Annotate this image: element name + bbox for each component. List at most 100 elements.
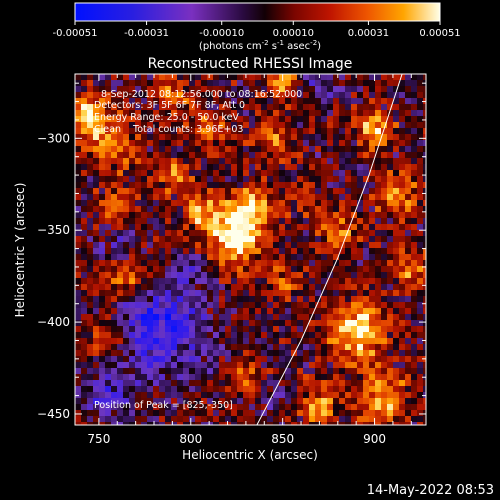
heatmap-cell [363, 110, 370, 117]
heatmap-cell [297, 110, 304, 117]
heatmap-cell [333, 212, 340, 219]
heatmap-cell [249, 86, 256, 93]
heatmap-cell [219, 134, 226, 141]
heatmap-cell [243, 200, 250, 207]
heatmap-cell [411, 248, 418, 255]
heatmap-cell [213, 332, 220, 339]
heatmap-cell [369, 176, 376, 183]
heatmap-cell [375, 368, 382, 375]
heatmap-cell [123, 386, 130, 393]
heatmap-cell [129, 200, 136, 207]
heatmap-cell [333, 296, 340, 303]
heatmap-cell [393, 272, 400, 279]
heatmap-cell [93, 140, 100, 147]
heatmap-cell [207, 224, 214, 231]
heatmap-cell [93, 308, 100, 315]
heatmap-cell [315, 302, 322, 309]
heatmap-cell [129, 416, 136, 423]
heatmap-cell [93, 362, 100, 369]
time-range-label: 8-Sep-2012 08:12:56.000 to 08:16:52.000 [101, 89, 302, 100]
heatmap-cell [243, 152, 250, 159]
heatmap-cell [75, 254, 82, 261]
heatmap-cell [201, 86, 208, 93]
heatmap-cell [309, 254, 316, 261]
heatmap-cell [321, 260, 328, 267]
heatmap-cell [111, 164, 118, 171]
heatmap-cell [261, 254, 268, 261]
heatmap-cell [357, 374, 364, 381]
heatmap-cell [387, 182, 394, 189]
heatmap-cell [201, 134, 208, 141]
heatmap-cell [273, 92, 280, 99]
heatmap-cell [261, 188, 268, 195]
heatmap-cell [315, 86, 322, 93]
heatmap-cell [141, 158, 148, 165]
heatmap-cell [207, 266, 214, 273]
heatmap-cell [213, 116, 220, 123]
heatmap-cell [93, 206, 100, 213]
heatmap-cell [255, 152, 262, 159]
heatmap-cell [213, 272, 220, 279]
heatmap-cell [237, 278, 244, 285]
heatmap-cell [315, 164, 322, 171]
heatmap-cell [249, 254, 256, 261]
heatmap-cell [273, 302, 280, 309]
heatmap-cell [117, 272, 124, 279]
heatmap-cell [399, 338, 406, 345]
heatmap-cell [351, 140, 358, 147]
heatmap-cell [105, 332, 112, 339]
heatmap-cell [333, 356, 340, 363]
heatmap-cell [171, 398, 178, 405]
heatmap-cell [327, 230, 334, 237]
heatmap-cell [321, 356, 328, 363]
heatmap-cell [345, 260, 352, 267]
heatmap-cell [195, 350, 202, 357]
heatmap-cell [183, 182, 190, 189]
heatmap-cell [87, 80, 94, 87]
heatmap-cell [297, 134, 304, 141]
colorbar-tick-label: -0.00031 [124, 28, 169, 39]
heatmap-cell [129, 242, 136, 249]
heatmap-cell [189, 422, 196, 425]
heatmap-cell [327, 410, 334, 417]
heatmap-cell [201, 338, 208, 345]
heatmap-cell [357, 80, 364, 87]
heatmap-cell [81, 416, 88, 423]
heatmap-cell [153, 356, 160, 363]
heatmap-cell [147, 362, 154, 369]
heatmap-cell [345, 284, 352, 291]
heatmap-cell [141, 260, 148, 267]
heatmap-cell [267, 128, 274, 135]
heatmap-cell [387, 230, 394, 237]
heatmap-cell [159, 308, 166, 315]
heatmap-cell [81, 344, 88, 351]
heatmap-cell [255, 98, 262, 105]
heatmap-cell [117, 332, 124, 339]
heatmap-cell [411, 374, 418, 381]
heatmap-cell [273, 122, 280, 129]
heatmap-cell [75, 404, 82, 411]
heatmap-cell [213, 176, 220, 183]
heatmap-cell [411, 296, 418, 303]
heatmap-cell [279, 242, 286, 249]
heatmap-cell [243, 302, 250, 309]
heatmap-cell [81, 98, 88, 105]
heatmap-cell [207, 320, 214, 327]
heatmap-cell [351, 86, 358, 93]
heatmap-cell [309, 182, 316, 189]
heatmap-cell [111, 254, 118, 261]
heatmap-cell [243, 308, 250, 315]
heatmap-cell [237, 332, 244, 339]
heatmap-cell [345, 368, 352, 375]
heatmap-cell [219, 374, 226, 381]
heatmap-cell [297, 326, 304, 333]
heatmap-cell [117, 410, 124, 417]
heatmap-cell [111, 338, 118, 345]
heatmap-cell [195, 86, 202, 93]
heatmap-cell [183, 314, 190, 321]
heatmap-cell [123, 410, 130, 417]
heatmap-cell [291, 188, 298, 195]
heatmap-cell [81, 404, 88, 411]
heatmap-cell [165, 344, 172, 351]
heatmap-cell [243, 332, 250, 339]
